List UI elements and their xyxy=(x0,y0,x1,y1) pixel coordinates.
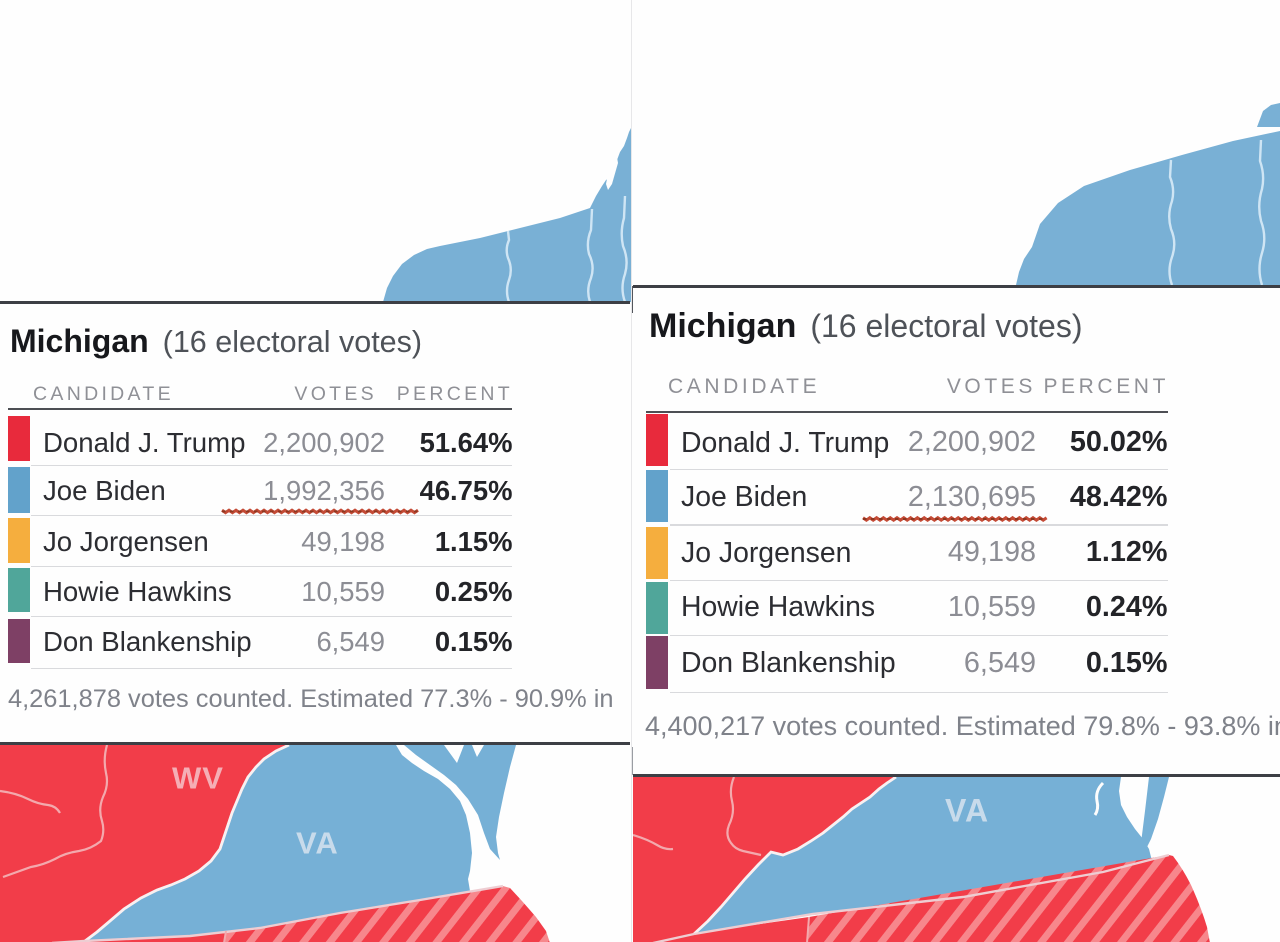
svg-text:WV: WV xyxy=(172,760,224,795)
svg-text:VA: VA xyxy=(296,825,339,860)
svg-text:VA: VA xyxy=(945,792,989,828)
